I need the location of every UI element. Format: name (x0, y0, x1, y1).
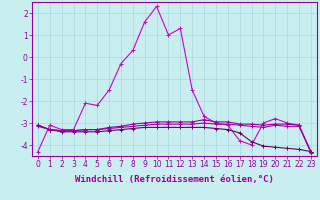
X-axis label: Windchill (Refroidissement éolien,°C): Windchill (Refroidissement éolien,°C) (75, 175, 274, 184)
